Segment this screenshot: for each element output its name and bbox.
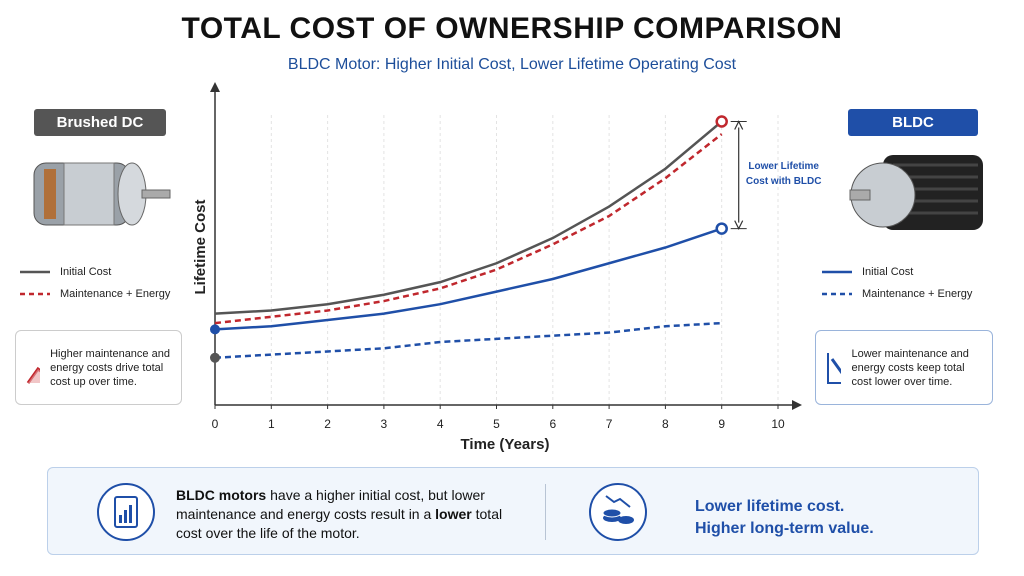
start-marker [210, 324, 220, 335]
panel-badge: BLDC [848, 109, 978, 136]
x-axis-arrow [792, 400, 802, 410]
annotation: Lower Lifetime Cost with BLDC [746, 161, 822, 187]
legend-entry: Initial Cost [822, 266, 1002, 278]
subtitle: BLDC Motor: Higher Initial Cost, Lower L… [287, 56, 737, 73]
x-tick-label: 10 [771, 417, 785, 431]
x-tick-label: 7 [606, 417, 613, 431]
x-tick-label: 9 [718, 417, 725, 431]
note: Higher maintenance and energy costs driv… [15, 330, 182, 405]
chart: Lifetime Cost Time (Years) 0 1 2 3 4 5 6 7 8 9 10 L… [192, 82, 822, 453]
footer-value-line: Higher long-term value. [695, 520, 874, 537]
series-line [214, 227, 723, 331]
legend-entry: Initial Cost [20, 266, 200, 278]
legend-swatch [822, 270, 852, 274]
legend-swatch [822, 292, 852, 296]
title: TOTAL COST OF OWNERSHIP COMPARISON [181, 12, 843, 45]
report-icon [97, 483, 155, 541]
footer-value: Lower lifetime cost. Higher long-term va… [695, 496, 874, 540]
note-text: Lower maintenance and energy costs keep … [851, 347, 969, 388]
end-marker [715, 222, 728, 235]
legend-label: Initial Cost [60, 266, 112, 278]
x-tick-label: 5 [493, 417, 500, 431]
footer-text-segment: BLDC motors [176, 487, 267, 503]
legend-entry: Maintenance + Energy [20, 288, 200, 300]
series-line [214, 321, 722, 359]
coins-icon [589, 483, 647, 541]
legend-label: Maintenance + Energy [60, 288, 171, 300]
end-marker [715, 115, 728, 128]
x-tick-label: 0 [212, 417, 219, 431]
note: Lower maintenance and energy costs keep … [815, 330, 993, 405]
motor-icon [33, 162, 171, 226]
y-axis-arrow [210, 82, 220, 92]
footer-text: BLDC motors have a higher initial cost, … [176, 486, 526, 543]
footer-text-segment: total cost over the life of the motor. [176, 506, 503, 541]
footer-text-segment: have a higher initial cost, but lower ma… [176, 487, 485, 522]
legend-entry: Maintenance + Energy [822, 288, 1002, 300]
motor-icon [849, 155, 983, 230]
series-line [214, 120, 723, 315]
panel-badge: Brushed DC [34, 109, 166, 136]
trend-down-icon [827, 352, 842, 384]
legend-label: Maintenance + Energy [862, 288, 973, 300]
footer-value-line: Lower lifetime cost. [695, 498, 845, 515]
series-line [214, 133, 723, 325]
y-axis-label: Lifetime Cost [192, 199, 209, 294]
legend-swatch [20, 270, 50, 274]
footer-banner: BLDC motors have a higher initial cost, … [47, 467, 979, 555]
x-tick-label: 6 [549, 417, 556, 431]
x-axis-label: Time (Years) [461, 436, 550, 453]
x-tick-label: 8 [662, 417, 669, 431]
x-tick-label: 3 [381, 417, 388, 431]
divider [545, 484, 546, 540]
x-tick-label: 4 [437, 417, 444, 431]
x-tick-label: 2 [324, 417, 331, 431]
trend-up-icon [26, 366, 41, 384]
legend-label: Initial Cost [862, 266, 914, 278]
footer-text-segment: lower [435, 506, 472, 522]
legend-swatch [20, 292, 50, 296]
x-tick-label: 1 [268, 417, 275, 431]
start-marker [210, 352, 220, 363]
note-text: Higher maintenance and energy costs driv… [50, 347, 170, 388]
